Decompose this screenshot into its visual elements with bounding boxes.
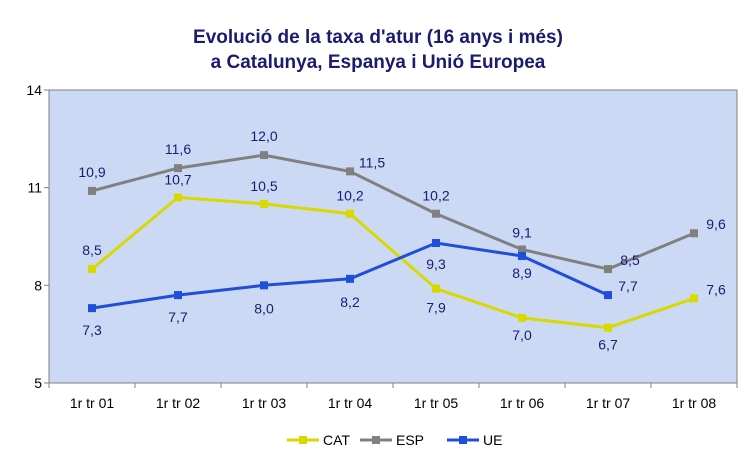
data-point-esp [518, 245, 526, 254]
data-label-ue: 7,7 [618, 278, 638, 294]
legend-marker-esp [372, 436, 380, 444]
legend-marker-ue [459, 436, 467, 444]
data-label-ue: 7,3 [82, 322, 102, 338]
data-point-ue [346, 274, 354, 283]
data-label-esp: 10,9 [78, 164, 105, 180]
data-label-cat: 7,6 [706, 281, 726, 297]
x-tick-label: 1r tr 02 [156, 395, 201, 411]
plot-area [48, 89, 738, 384]
data-label-cat: 6,7 [598, 337, 618, 353]
data-point-esp [690, 229, 698, 238]
legend: CAT ESP UE [287, 432, 502, 448]
legend-label-cat: CAT [323, 432, 350, 448]
x-tick-label: 1r tr 07 [586, 395, 631, 411]
data-point-esp [174, 164, 182, 173]
data-label-esp: 10,2 [422, 188, 449, 204]
data-point-ue [432, 239, 440, 248]
x-tick-label: 1r tr 04 [328, 395, 373, 411]
data-point-esp [346, 167, 354, 176]
data-point-ue [604, 291, 612, 300]
data-label-cat: 7,9 [426, 300, 446, 316]
data-point-cat [432, 284, 440, 293]
x-tick-label: 1r tr 08 [672, 395, 717, 411]
data-label-cat: 10,5 [250, 178, 277, 194]
data-point-esp [260, 151, 268, 160]
data-point-cat [174, 193, 182, 202]
legend-marker-cat [299, 436, 307, 444]
data-point-esp [604, 265, 612, 274]
series-layer: 8,510,7 10,510,27,97,06,77,610,911,612,01… [78, 128, 726, 353]
x-tick-label: 1r tr 01 [70, 395, 115, 411]
data-label-cat: 10,2 [336, 188, 363, 204]
data-label-esp: 11,5 [359, 154, 385, 170]
series-ue: 7,3 7,7 8,0 8,2 9,3 8,9 7,7 [82, 239, 638, 338]
data-point-ue [88, 304, 96, 313]
data-label-ue: 8,0 [254, 300, 274, 316]
data-point-ue [260, 281, 268, 290]
data-point-ue [518, 252, 526, 261]
data-label-cat: 8,5 [82, 242, 102, 258]
data-point-cat [346, 209, 354, 218]
data-label-ue: 9,3 [426, 256, 446, 272]
data-label-esp: 9,1 [512, 225, 532, 241]
series-line-esp [91, 153, 695, 271]
data-label-cat: 10,7 [164, 171, 191, 187]
data-point-esp [88, 186, 96, 195]
x-tick-label: 1r tr 03 [242, 395, 287, 411]
chart-subtitle: a Catalunya, Espanya i Unió Europea [211, 52, 546, 73]
data-label-ue: 7,7 [168, 309, 188, 325]
series-esp: 10,9 11,6 12,0 11,5 10,2 9,1 8,5 9,6 [78, 128, 726, 274]
x-tick-label: 1r tr 06 [500, 395, 545, 411]
data-label-esp: 8,5 [620, 252, 640, 268]
data-point-ue [174, 291, 182, 300]
data-label-esp: 11,6 [165, 141, 191, 157]
legend-label-esp: ESP [396, 432, 424, 448]
data-point-esp [432, 209, 440, 218]
data-point-cat [518, 313, 526, 322]
series-cat: 8,5 10,7 10,5 10,2 7,9 7,0 6,7 7,6 [82, 171, 726, 352]
y-tick-label: 14 [26, 82, 42, 98]
axes: 5 8 11 14 1r tr 01 1r tr 02 1r tr 03 1r tr 04 1r… [26, 82, 738, 411]
legend-label-ue: UE [483, 432, 502, 448]
y-tick-label: 11 [27, 180, 42, 196]
data-point-cat [88, 265, 96, 274]
chart-title: Evolució de la taxa d'atur (16 anys i mé… [193, 27, 563, 48]
data-label-esp: 9,6 [706, 216, 726, 232]
data-point-cat [604, 323, 612, 332]
data-label-cat: 7,0 [512, 327, 532, 343]
data-point-cat [260, 199, 268, 208]
series-line-cat [91, 195, 695, 330]
y-tick-label: 5 [34, 375, 42, 391]
data-label-esp: 12,0 [250, 128, 277, 144]
x-tick-label: 1r tr 05 [414, 395, 459, 411]
data-label-ue: 8,9 [512, 265, 532, 281]
data-label-ue: 8,2 [340, 294, 360, 310]
y-tick-label: 8 [34, 277, 42, 293]
data-point-cat [690, 294, 698, 303]
